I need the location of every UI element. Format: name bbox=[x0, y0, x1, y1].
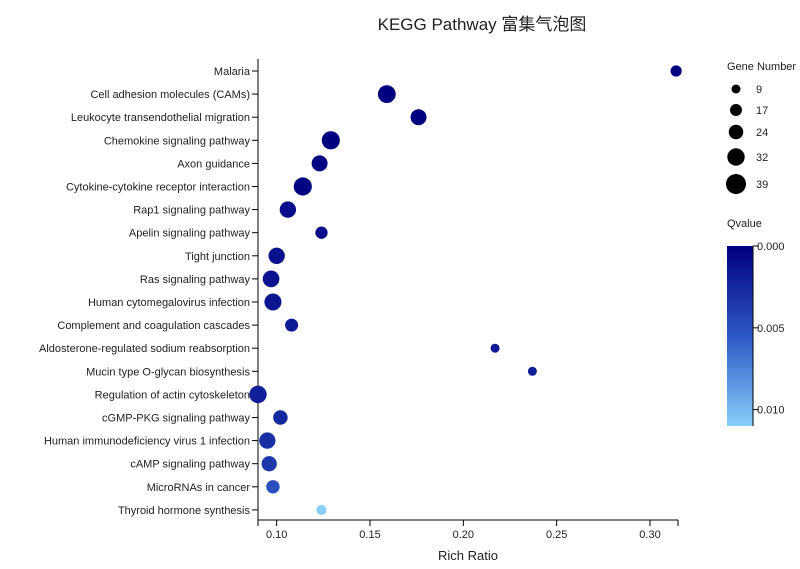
size-legend-circle bbox=[728, 124, 744, 140]
bubble-point bbox=[273, 410, 288, 425]
bubble-point bbox=[249, 385, 267, 404]
y-tick-label: Cell adhesion molecules (CAMs) bbox=[90, 89, 250, 101]
y-tick-label: Regulation of actin cytoskeleton bbox=[95, 389, 250, 401]
size-legend-title: Gene Number bbox=[727, 61, 796, 73]
y-tick-label: cAMP signaling pathway bbox=[130, 459, 250, 471]
bubble-point bbox=[377, 85, 396, 103]
color-legend: Qvalue 0.000 0.005 0.010 bbox=[727, 218, 785, 426]
size-legend-label: 9 bbox=[756, 84, 762, 96]
y-ticks: Malaria Cell adhesion molecules (CAMs) Leu… bbox=[39, 66, 258, 517]
y-tick-label: Ras signaling pathway bbox=[140, 274, 251, 286]
bubble-point bbox=[670, 65, 682, 77]
x-axis-title: Rich Ratio bbox=[438, 548, 498, 563]
x-tick-label: 0.30 bbox=[639, 529, 660, 541]
size-legend: Gene Number 9 17 24 32 39 bbox=[726, 61, 796, 194]
x-tick-label: 0.25 bbox=[546, 529, 567, 541]
bubble-point bbox=[285, 318, 299, 332]
x-ticks: 0.10 0.15 0.20 0.25 0.30 bbox=[257, 520, 679, 541]
x-tick-label: 0.10 bbox=[266, 529, 287, 541]
y-tick-label: Chemokine signaling pathway bbox=[104, 135, 251, 147]
bubble-point bbox=[321, 131, 340, 150]
bubble-point bbox=[315, 226, 328, 239]
y-tick-label: Complement and coagulation cascades bbox=[57, 320, 250, 332]
color-legend-label: 0.010 bbox=[757, 405, 785, 417]
y-tick-label: Axon guidance bbox=[177, 158, 250, 170]
y-tick-label: Human immunodeficiency virus 1 infection bbox=[44, 436, 250, 448]
size-legend-circle bbox=[727, 148, 745, 166]
size-legend-label: 24 bbox=[756, 127, 768, 139]
y-tick-label: Aldosterone-regulated sodium reabsorptio… bbox=[39, 343, 250, 355]
bubble-point bbox=[410, 109, 427, 126]
color-legend-title: Qvalue bbox=[727, 218, 762, 230]
x-tick-label: 0.20 bbox=[453, 529, 474, 541]
bubble-point bbox=[279, 201, 297, 218]
bubble-point bbox=[316, 504, 327, 515]
bubble-point bbox=[293, 177, 312, 196]
y-tick-label: MicroRNAs in cancer bbox=[147, 482, 251, 494]
color-legend-label: 0.005 bbox=[757, 323, 785, 335]
chart-title: KEGG Pathway 富集气泡图 bbox=[378, 15, 587, 34]
size-legend-label: 32 bbox=[756, 152, 768, 164]
y-tick-label: Rap1 signaling pathway bbox=[133, 205, 250, 217]
bubble-point bbox=[527, 366, 537, 376]
size-legend-circle bbox=[726, 174, 746, 194]
bubble-point bbox=[268, 247, 285, 264]
y-tick-label: Tight junction bbox=[185, 251, 250, 263]
size-legend-label: 39 bbox=[756, 179, 768, 191]
y-tick-label: Leukocyte transendothelial migration bbox=[71, 112, 250, 124]
y-tick-label: Apelin signaling pathway bbox=[129, 228, 251, 240]
bubble-point bbox=[259, 432, 276, 449]
y-tick-label: Human cytomegalovirus infection bbox=[88, 297, 250, 309]
color-legend-label: 0.000 bbox=[757, 241, 785, 253]
bubble-point bbox=[490, 343, 500, 353]
bubble-point bbox=[311, 155, 328, 172]
bubble-point bbox=[261, 456, 277, 472]
y-tick-label: Mucin type O-glycan biosynthesis bbox=[86, 366, 250, 378]
bubbles bbox=[249, 65, 682, 515]
qvalue-color-bar bbox=[727, 246, 753, 426]
size-legend-circle bbox=[730, 104, 742, 116]
y-tick-label: Malaria bbox=[214, 66, 251, 78]
x-tick-label: 0.15 bbox=[359, 529, 380, 541]
size-legend-circle bbox=[731, 84, 741, 94]
bubble-point bbox=[262, 270, 280, 288]
size-legend-label: 17 bbox=[756, 105, 768, 117]
y-tick-label: cGMP-PKG signaling pathway bbox=[102, 413, 250, 425]
y-tick-label: Cytokine-cytokine receptor interaction bbox=[66, 182, 250, 194]
bubble-point bbox=[266, 480, 280, 494]
y-tick-label: Thyroid hormone synthesis bbox=[118, 505, 251, 517]
bubble-point bbox=[264, 293, 282, 311]
